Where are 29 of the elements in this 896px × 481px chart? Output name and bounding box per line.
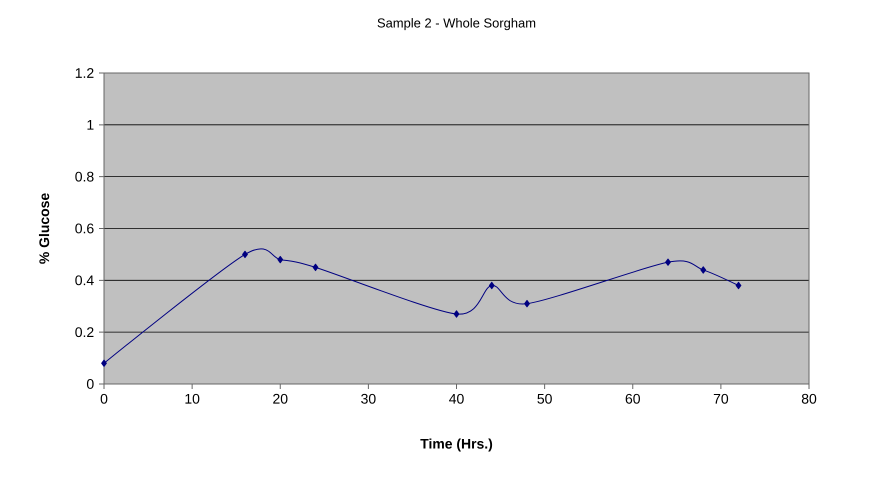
x-tick-label: 20 — [273, 394, 288, 404]
y-tick-label: 1.2 — [76, 68, 94, 78]
x-tick-label: 40 — [449, 394, 464, 404]
y-tick-label: 0.8 — [75, 172, 94, 182]
point — [277, 256, 284, 264]
point — [488, 282, 495, 290]
y-tick-label: 0.4 — [75, 275, 94, 286]
x-tick-label: 10 — [185, 394, 200, 404]
point — [312, 264, 318, 272]
point — [101, 360, 107, 367]
point — [700, 266, 706, 274]
x-axis-title: Time (Hrs.) — [420, 438, 492, 452]
x-tick-label: 0 — [100, 394, 108, 404]
point — [242, 250, 248, 258]
x-tick-label: 80 — [802, 394, 816, 404]
y-axis-title: % Glucose — [38, 193, 50, 264]
y-tick-label: 0.2 — [75, 327, 94, 338]
point — [454, 310, 460, 318]
point — [736, 282, 742, 290]
x-tick-label: 60 — [626, 394, 640, 404]
y-tick-label: 1 — [87, 120, 94, 130]
y-tick-label: 0.6 — [75, 224, 94, 234]
x-tick-label: 50 — [537, 394, 552, 404]
y-tick-label: 0 — [86, 379, 94, 389]
point — [665, 258, 671, 266]
x-tick-label: 70 — [714, 394, 728, 404]
chart-title: Sample 2 - Whole Sorgham — [378, 18, 536, 30]
x-tick-label: 30 — [361, 394, 376, 404]
point — [524, 300, 530, 308]
